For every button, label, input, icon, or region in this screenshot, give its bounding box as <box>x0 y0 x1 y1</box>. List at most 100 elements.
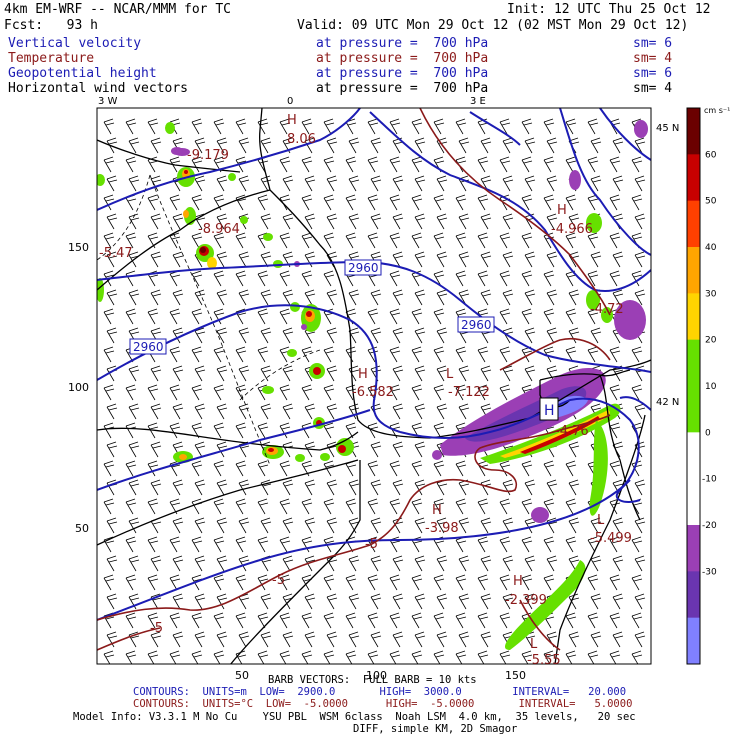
wind-barb <box>213 118 225 135</box>
wind-barb <box>590 517 602 534</box>
wind-barb <box>634 289 646 306</box>
wind-barb <box>106 441 118 458</box>
wind-barb <box>436 327 448 344</box>
wind-barb <box>106 517 118 534</box>
wind-barb <box>521 156 533 173</box>
wind-barb <box>499 460 511 477</box>
wind-barb <box>609 194 621 211</box>
wind-barb <box>323 384 335 401</box>
wind-barb <box>304 479 316 496</box>
field-name-temperature: Temperature <box>8 51 95 66</box>
wind-barb <box>502 479 514 496</box>
grid-x-label-150: 150 <box>505 669 526 682</box>
wind-barb <box>260 517 272 534</box>
grid-x-label-100: 100 <box>366 669 387 682</box>
wind-barb <box>235 422 247 439</box>
wind-barb <box>499 156 511 173</box>
wind-barb <box>587 536 599 553</box>
wind-barb <box>147 384 159 401</box>
wind-barb <box>543 308 555 325</box>
wind-barb <box>367 194 379 211</box>
colorbar-block <box>687 571 700 619</box>
wind-barb <box>455 194 467 211</box>
wind-barb <box>477 384 489 401</box>
wind-barb <box>367 498 379 515</box>
wind-barb <box>392 251 404 268</box>
temp-value-9: -5.499 <box>590 531 632 546</box>
wind-barb <box>260 289 272 306</box>
wind-barb <box>106 213 118 230</box>
wind-barb <box>392 631 404 648</box>
wind-barb <box>169 574 181 591</box>
wind-barb <box>521 232 533 249</box>
wind-barb <box>191 498 203 515</box>
colorbar-unit: cm s⁻¹ <box>704 106 730 115</box>
wind-barb <box>634 137 646 154</box>
wind-barb <box>458 137 470 154</box>
wind-barb <box>301 536 313 553</box>
field-level-temperature: at pressure = 700 hPa <box>316 51 489 66</box>
wind-barb <box>587 612 599 629</box>
wind-barb <box>103 308 115 325</box>
temp-value-3: -8.964 <box>198 222 240 237</box>
wind-barb <box>392 175 404 192</box>
wind-barb <box>480 137 492 154</box>
wind-barb <box>411 498 423 515</box>
wind-barb <box>169 422 181 439</box>
wind-barb <box>367 650 379 664</box>
wind-barb <box>609 384 621 401</box>
wind-barb <box>260 213 272 230</box>
wind-barb <box>150 631 162 648</box>
wind-barb <box>235 118 247 135</box>
wind-barb <box>326 593 338 610</box>
wind-barb <box>392 593 404 610</box>
wind-barb <box>191 194 203 211</box>
wind-barb <box>543 194 555 211</box>
wind-barb <box>367 612 379 629</box>
wind-barb <box>301 650 313 664</box>
lon-label-3w: 3 W <box>98 96 118 107</box>
wind-barb <box>304 555 316 572</box>
wind-barb <box>323 118 335 135</box>
wind-barb <box>257 270 269 287</box>
wind-barb <box>631 156 643 173</box>
wind-barb <box>150 251 162 268</box>
wind-barb <box>323 156 335 173</box>
wind-barb <box>194 175 206 192</box>
wind-barb <box>436 251 448 268</box>
wind-barb <box>279 574 291 591</box>
wind-barb <box>301 232 313 249</box>
wind-barb <box>590 593 602 610</box>
wind-barb <box>216 327 228 344</box>
colorbar-tick-label: 40 <box>705 243 717 253</box>
colorbar-tick-label: 10 <box>705 382 717 392</box>
wind-barb <box>612 251 624 268</box>
wind-barb <box>546 251 558 268</box>
wind-barb <box>477 536 489 553</box>
wind-barb <box>414 555 426 572</box>
wind-barb <box>370 555 382 572</box>
wind-barb <box>147 574 159 591</box>
wind-barb <box>414 327 426 344</box>
temp-value-12: -4.76 <box>555 424 589 439</box>
wind-barb <box>128 365 140 382</box>
wind-barb <box>436 289 448 306</box>
wind-barb <box>194 631 206 648</box>
wind-barb <box>191 346 203 363</box>
wind-barb <box>565 650 577 664</box>
wind-barb <box>194 137 206 154</box>
wind-barb <box>345 650 357 664</box>
wind-barb <box>499 384 511 401</box>
wind-barb <box>543 270 555 287</box>
wind-barb <box>389 612 401 629</box>
wind-barb <box>191 384 203 401</box>
wind-barb <box>502 137 514 154</box>
wind-barb <box>147 612 159 629</box>
wind-barb <box>194 441 206 458</box>
wind-barb <box>587 574 599 591</box>
wind-barb <box>367 460 379 477</box>
wind-barb <box>367 574 379 591</box>
wind-barb <box>524 251 536 268</box>
wind-barb <box>282 403 294 420</box>
wind-barb <box>125 612 137 629</box>
